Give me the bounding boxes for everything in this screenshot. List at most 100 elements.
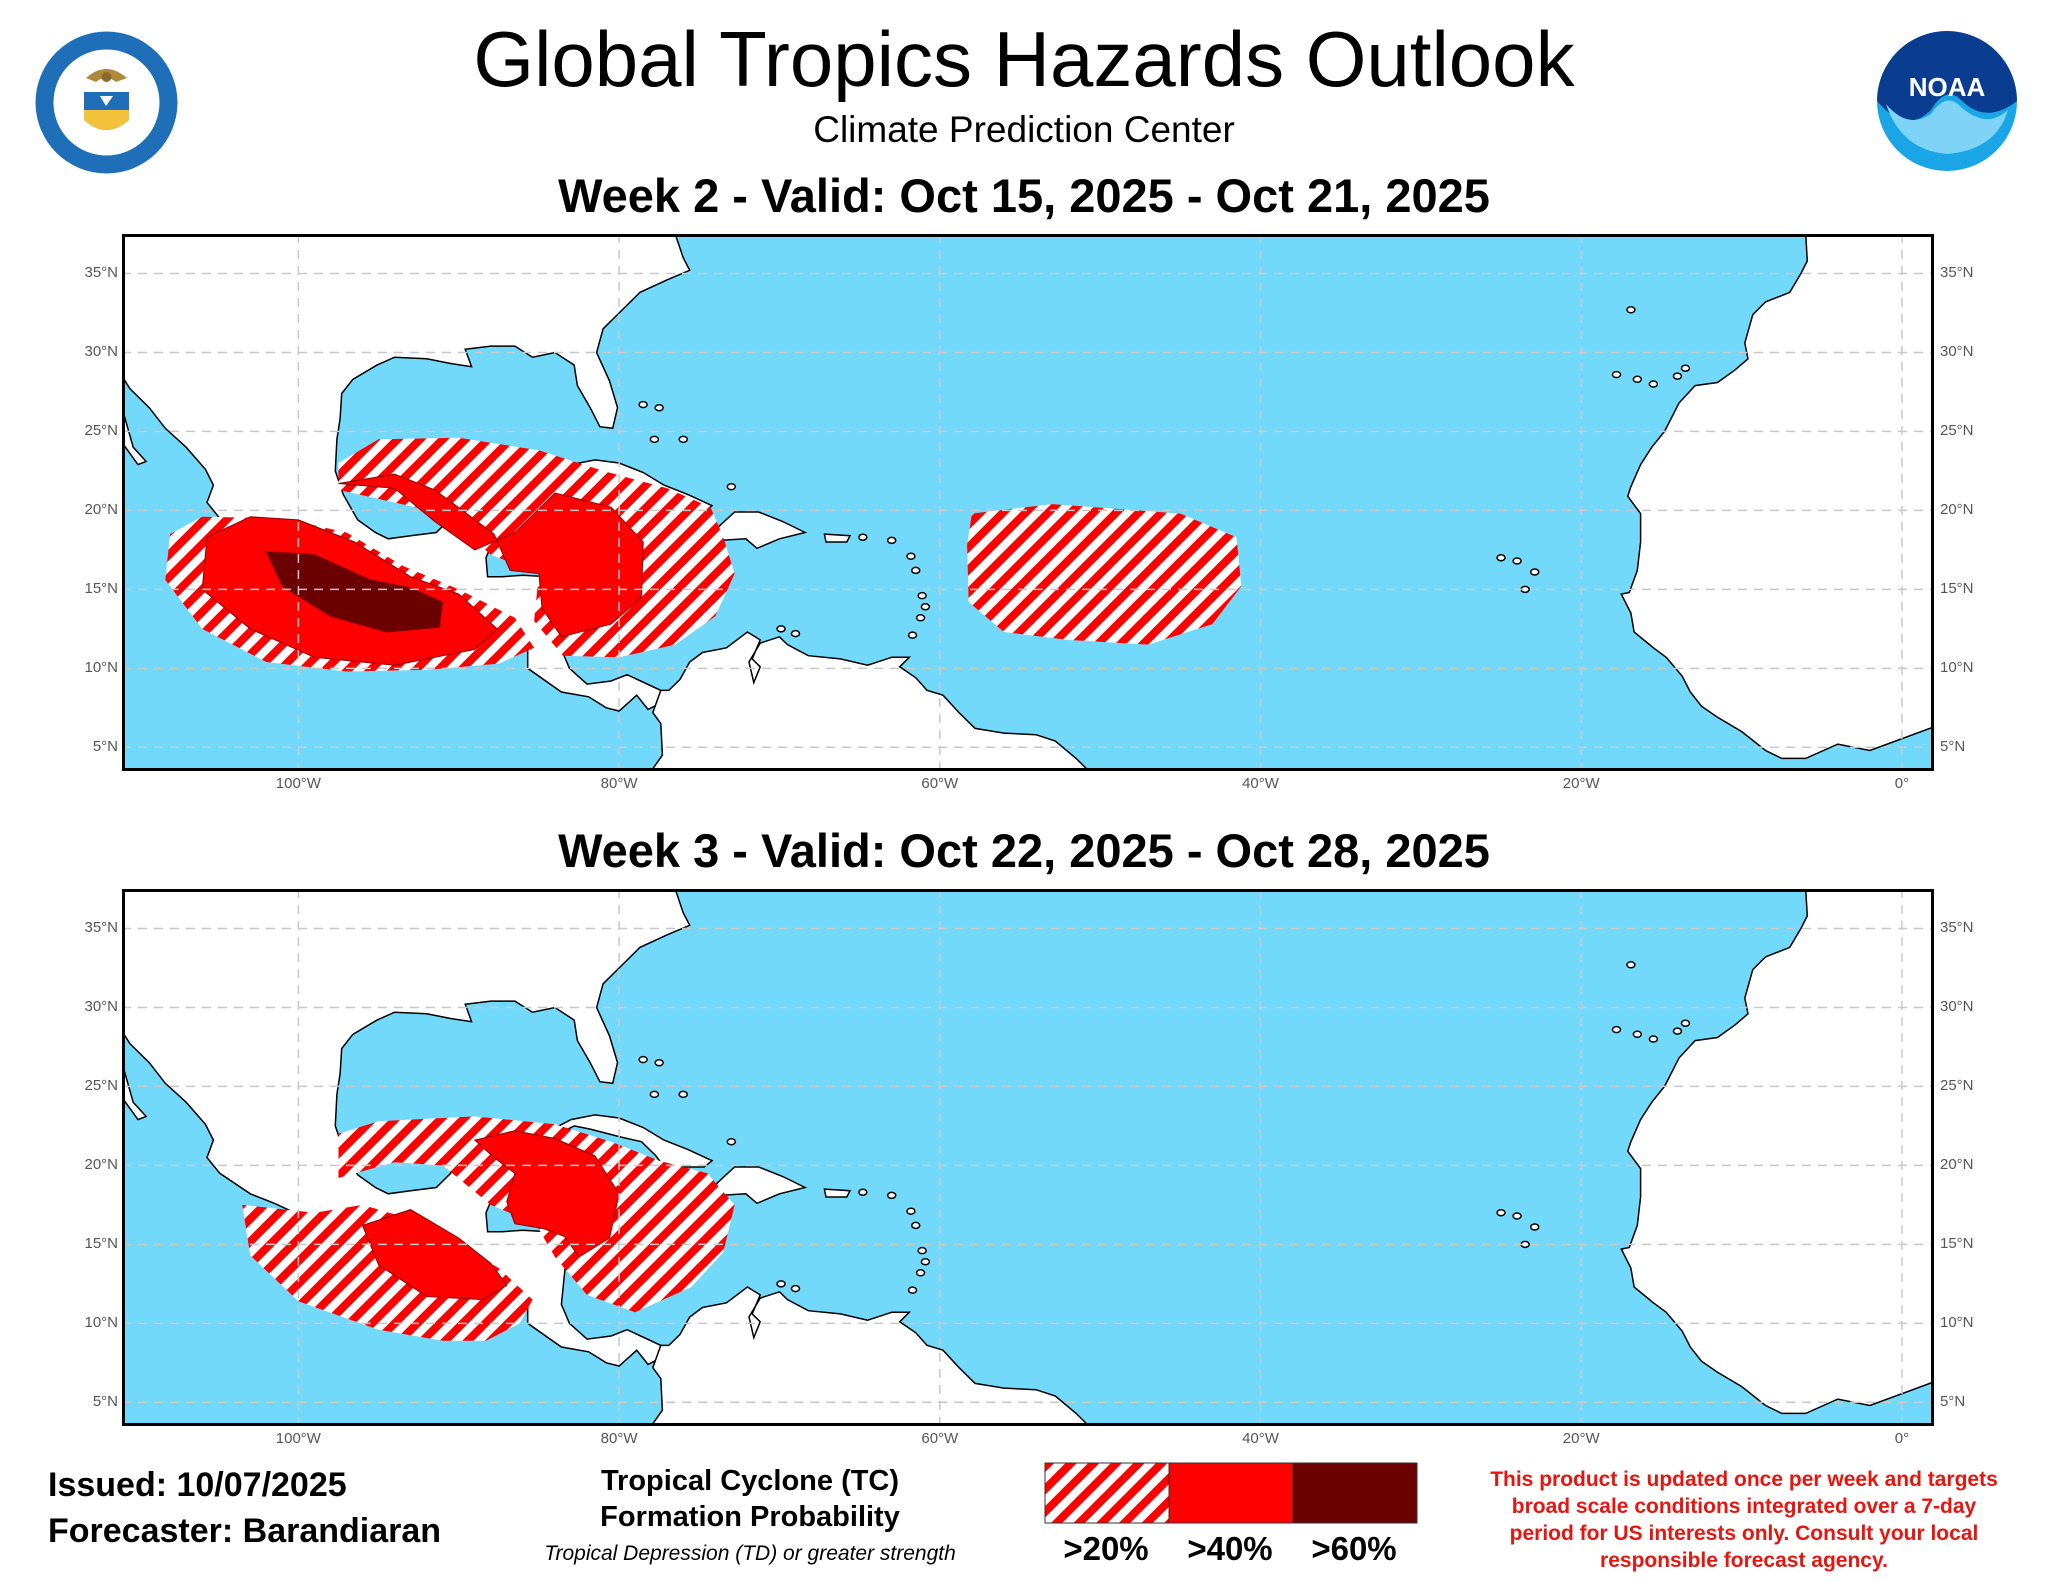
island: [790, 1284, 801, 1293]
lat-tick-label: 5°N: [1940, 1393, 1966, 1411]
lat-tick-label: 10°N: [1940, 1314, 1974, 1332]
legend-swatch-40: [1168, 1462, 1294, 1524]
page-subtitle: Climate Prediction Center: [813, 109, 1235, 150]
lat-tick-label: 15°N: [84, 580, 118, 598]
island: [1611, 370, 1622, 379]
island: [907, 1286, 918, 1294]
lat-tick-label: 5°N: [92, 1393, 118, 1411]
island: [1632, 375, 1643, 384]
island: [776, 625, 786, 633]
tc-area-20pct: [242, 1204, 533, 1341]
lon-tick-label: 80°W: [600, 1430, 638, 1447]
island: [1496, 554, 1506, 562]
island: [638, 400, 648, 409]
island: [1529, 1223, 1540, 1231]
island: [1512, 557, 1522, 565]
island: [886, 536, 897, 545]
lat-tick-label: 30°N: [1940, 343, 1974, 361]
week3-map: [122, 889, 1934, 1426]
lat-tick-label: 35°N: [84, 919, 118, 937]
lat-tick-label: 25°N: [84, 422, 118, 440]
issued-date: Issued: 10/07/2025: [48, 1466, 347, 1504]
island: [726, 482, 737, 491]
lat-tick-label: 5°N: [92, 738, 118, 756]
lon-tick-label: 20°W: [1562, 775, 1600, 792]
lon-tick-label: 20°W: [1562, 1430, 1600, 1447]
disclaimer-line: responsible forecast agency.: [1600, 1549, 1888, 1572]
page-title: Global Tropics Hazards Outlook: [473, 15, 1575, 103]
lat-tick-label: 20°N: [1940, 501, 1974, 519]
island: [1672, 1027, 1683, 1035]
legend-color-bar: [1044, 1462, 1418, 1524]
island: [1672, 372, 1683, 380]
map-frame: [122, 889, 1934, 1426]
island: [911, 566, 921, 575]
island: [917, 591, 927, 600]
island: [1512, 1212, 1522, 1220]
island: [654, 403, 664, 412]
island: [858, 533, 868, 541]
legend-subtitle: Tropical Depression (TD) or greater stre…: [544, 1542, 956, 1565]
island: [906, 1207, 916, 1215]
lat-tick-label: 25°N: [1940, 1077, 1974, 1095]
lat-tick-label: 25°N: [84, 1077, 118, 1095]
disclaimer-line: This product is updated once per week an…: [1490, 1468, 1998, 1491]
land-hispaniola: [707, 1166, 808, 1205]
lon-tick-label: 0°: [1894, 775, 1910, 792]
island: [1680, 1019, 1691, 1027]
land-cuba: [540, 1114, 714, 1168]
tc-area-40pct: [361, 1209, 508, 1301]
land-africa: [1620, 234, 1934, 760]
island: [1626, 306, 1636, 314]
lat-tick-label: 15°N: [84, 1235, 118, 1253]
island: [649, 435, 660, 444]
lat-tick-label: 10°N: [84, 1314, 118, 1332]
disclaimer-line: broad scale conditions integrated over a…: [1511, 1495, 1977, 1518]
lon-tick-label: 80°W: [600, 775, 638, 792]
island: [915, 1269, 926, 1277]
noaa-logo-icon: NOAA: [1876, 30, 2018, 172]
lat-tick-label: 35°N: [1940, 264, 1974, 282]
island: [638, 1055, 648, 1064]
island: [917, 1246, 927, 1255]
lat-tick-label: 20°N: [84, 501, 118, 519]
lat-tick-label: 25°N: [1940, 422, 1974, 440]
forecaster-name: Forecaster: Barandiaran: [48, 1512, 442, 1550]
lat-tick-label: 35°N: [1940, 919, 1974, 937]
land-puerto-rico: [823, 1188, 852, 1198]
island: [776, 1280, 786, 1288]
tc-area-40pct: [338, 473, 644, 638]
island: [678, 435, 688, 444]
department-of-commerce-seal-icon: [34, 30, 179, 175]
island: [1632, 1030, 1643, 1039]
noaa-logo-text: NOAA: [1909, 72, 1986, 102]
land-puerto-rico: [823, 533, 852, 543]
island: [1611, 1025, 1622, 1034]
island: [920, 602, 931, 611]
disclaimer-line: period for US interests only. Consult yo…: [1509, 1522, 1979, 1545]
island: [920, 1257, 931, 1266]
island: [726, 1137, 737, 1146]
lat-tick-label: 20°N: [1940, 1156, 1974, 1174]
island: [915, 614, 926, 622]
legend-title-line1: Tropical Cyclone (TC): [600, 1465, 900, 1497]
island: [907, 631, 918, 639]
island: [1648, 380, 1659, 388]
lat-tick-label: 10°N: [84, 659, 118, 677]
island: [1496, 1209, 1506, 1217]
legend-swatch-60: [1292, 1462, 1418, 1524]
legend-label-40: >40%: [1187, 1530, 1273, 1567]
island: [790, 629, 801, 638]
lon-tick-label: 100°W: [275, 775, 321, 792]
lon-tick-label: 60°W: [921, 1430, 959, 1447]
map-frame: [122, 234, 1934, 771]
land-baja: [122, 407, 148, 466]
land-south-america: [650, 1286, 1090, 1426]
legend-label-60: >60%: [1311, 1530, 1397, 1567]
island: [1648, 1035, 1659, 1043]
lat-tick-label: 30°N: [1940, 998, 1974, 1016]
week2-map: [122, 234, 1934, 771]
tc-area-40pct: [473, 1130, 620, 1258]
island: [1626, 961, 1636, 969]
lat-tick-label: 5°N: [1940, 738, 1966, 756]
